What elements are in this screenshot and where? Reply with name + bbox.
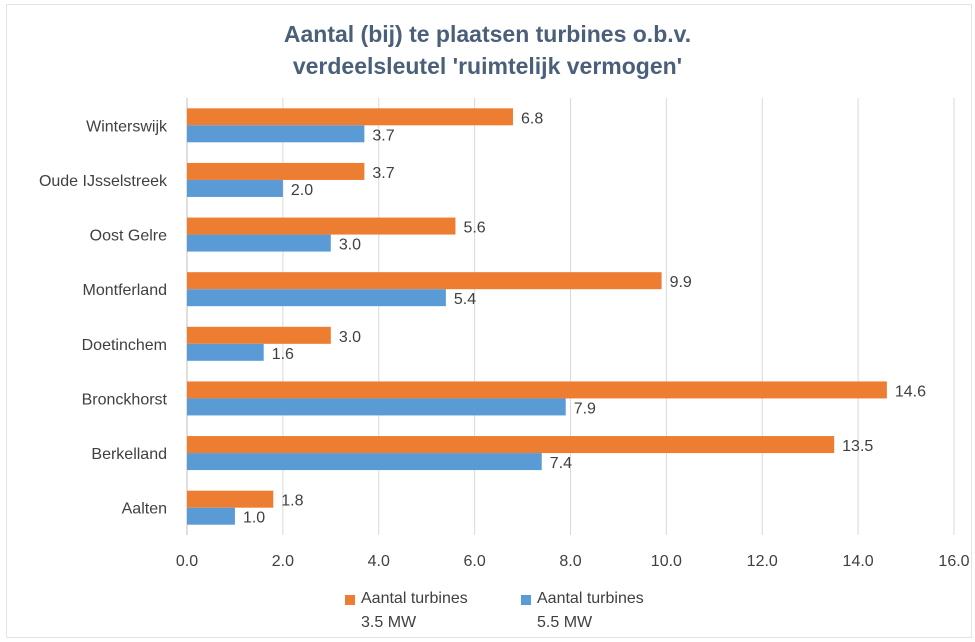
x-tick-label: 16.0 — [938, 553, 969, 570]
bar-series-2 — [187, 507, 235, 525]
data-label-series-2: 7.9 — [574, 400, 596, 417]
data-label-series-1: 5.6 — [463, 220, 485, 237]
data-label-series-1: 3.0 — [339, 329, 361, 346]
data-label-series-1: 13.5 — [842, 438, 873, 455]
chart-title: Aantal (bij) te plaatsen turbines o.b.v.… — [0, 18, 975, 82]
chart-title-line-1: Aantal (bij) te plaatsen turbines o.b.v. — [283, 21, 692, 47]
legend-label-series-1-line-1: Aantal turbines — [361, 590, 468, 607]
category-label: Montferland — [83, 282, 168, 299]
bar-series-1 — [187, 217, 456, 235]
data-label-series-2: 1.6 — [272, 346, 294, 363]
bar-series-2 — [187, 125, 365, 143]
category-label: Winterswijk — [86, 118, 168, 135]
category-label: Oude IJsselstreek — [39, 173, 168, 190]
data-label-series-2: 3.7 — [372, 127, 394, 144]
legend-swatch-series-1 — [345, 595, 355, 605]
data-label-series-1: 3.7 — [372, 165, 394, 182]
bar-series-1 — [187, 326, 331, 344]
data-label-series-2: 2.0 — [291, 182, 313, 199]
x-tick-label: 12.0 — [747, 553, 778, 570]
data-label-series-1: 14.6 — [895, 383, 926, 400]
bar-series-1 — [187, 272, 662, 290]
data-label-series-2: 5.4 — [454, 291, 476, 308]
data-label-series-2: 7.4 — [550, 455, 572, 472]
category-label: Oost Gelre — [90, 228, 167, 245]
bar-series-1 — [187, 162, 365, 180]
bar-series-1 — [187, 108, 513, 126]
bar-series-2 — [187, 289, 446, 307]
bar-series-2 — [187, 179, 283, 197]
legend-swatch-series-2 — [521, 595, 531, 605]
data-label-series-2: 3.0 — [339, 237, 361, 254]
category-label: Bronckhorst — [82, 391, 168, 408]
data-label-series-1: 9.9 — [670, 274, 692, 291]
x-tick-label: 0.0 — [176, 553, 198, 570]
bar-series-1 — [187, 490, 274, 508]
x-tick-label: 4.0 — [368, 553, 390, 570]
category-label: Doetinchem — [82, 337, 167, 354]
bar-series-2 — [187, 234, 331, 252]
chart-title-line-2: verdeelsleutel 'ruimtelijk vermogen' — [292, 53, 683, 79]
x-tick-label: 2.0 — [272, 553, 294, 570]
category-label: Berkelland — [91, 446, 167, 463]
legend-label-series-2-line-2: 5.5 MW — [537, 614, 593, 631]
data-label-series-1: 1.8 — [281, 493, 303, 510]
x-tick-label: 10.0 — [651, 553, 682, 570]
data-label-series-1: 6.8 — [521, 110, 543, 127]
bar-series-1 — [187, 436, 835, 454]
legend-label-series-1-line-2: 3.5 MW — [361, 614, 417, 631]
data-label-series-2: 1.0 — [243, 510, 265, 527]
bar-series-2 — [187, 453, 542, 471]
x-tick-label: 8.0 — [559, 553, 581, 570]
x-tick-label: 6.0 — [464, 553, 486, 570]
legend: Aantal turbines 3.5 MW Aantal turbines 5… — [0, 588, 975, 638]
bar-series-2 — [187, 343, 264, 361]
category-label: Aalten — [122, 501, 167, 518]
legend-label-series-2-line-1: Aantal turbines — [537, 590, 644, 607]
bar-series-2 — [187, 398, 566, 416]
x-tick-label: 14.0 — [843, 553, 874, 570]
bar-series-1 — [187, 381, 887, 399]
